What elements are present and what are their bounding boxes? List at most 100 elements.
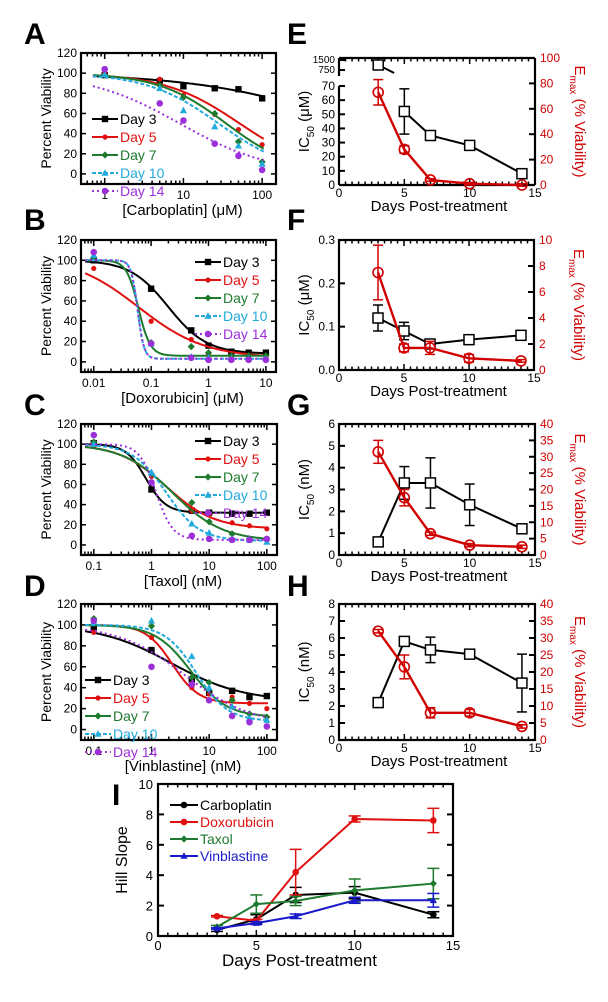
marker-bg <box>399 477 410 488</box>
y-tick-label: 60 <box>64 477 78 491</box>
legend-marker <box>94 748 102 756</box>
data-point <box>430 911 437 919</box>
data-point <box>463 648 476 660</box>
data-point <box>463 499 476 511</box>
y-left-tick-label: 40 <box>322 121 336 135</box>
legend-marker <box>205 277 211 283</box>
data-point <box>245 356 252 364</box>
data-point <box>263 692 271 700</box>
label-part: 50 <box>306 309 317 321</box>
legend-marker <box>204 258 212 266</box>
label-part: (μM) <box>296 274 313 309</box>
data-point <box>372 696 384 709</box>
y-right-tick-label: 15 <box>540 499 554 513</box>
y-left-tick-label: 4 <box>328 665 335 679</box>
y-tick-label: 100 <box>57 437 77 451</box>
data-point <box>258 160 266 167</box>
panel-a: A 1 10 100 0 20 40 60 80 100 120 [Carboplatin] (μM)… <box>24 18 278 219</box>
data-point <box>187 343 195 351</box>
data-point <box>463 539 476 551</box>
label-part: (nM) <box>296 459 313 494</box>
legend-label: Taxol <box>200 831 233 847</box>
data-point <box>234 138 243 146</box>
x-tick-label: 10 <box>462 371 476 385</box>
legend-label: Day 5 <box>223 451 260 467</box>
data-point <box>235 86 242 93</box>
marker-bg <box>399 636 410 647</box>
fit-curve-day-14 <box>92 85 264 162</box>
y-left-tick-label: 5 <box>328 648 335 662</box>
data-point <box>372 536 384 548</box>
y-left-tick-label: 6 <box>328 417 335 431</box>
y-tick-label: 60 <box>64 294 78 308</box>
y-left-tick-label: 4 <box>328 461 335 475</box>
data-point <box>398 105 411 118</box>
x-tick-label: 10 <box>347 938 361 953</box>
data-point <box>246 536 253 544</box>
marker-bg <box>373 60 384 70</box>
data-point <box>516 541 528 553</box>
marker-bg <box>373 313 383 323</box>
y-left-tick-label: 6 <box>328 631 335 645</box>
data-point <box>516 523 528 535</box>
legend-marker <box>204 473 212 481</box>
label-part: (% Viability) <box>571 645 588 728</box>
data-point <box>430 817 437 824</box>
x-tick-label: 10 <box>202 744 216 758</box>
y-tick-label: 6 <box>146 838 153 853</box>
y-right-tick-label: 0 <box>540 548 547 562</box>
y-tick-label: 120 <box>57 46 77 60</box>
panel-letter: B <box>24 204 46 237</box>
y-right-tick-label: 10 <box>539 233 553 247</box>
data-point <box>148 318 154 324</box>
x-tick-label: 0.1 <box>85 559 102 573</box>
label-part: max <box>567 76 578 95</box>
legend-marker <box>94 712 102 720</box>
y-left-tick-label: 3 <box>328 682 335 696</box>
data-point <box>205 529 213 536</box>
x-tick-label: 0 <box>154 938 161 953</box>
data-point <box>211 109 219 118</box>
label-part: 50 <box>306 676 317 688</box>
y-right-tick-label: 30 <box>540 450 554 464</box>
y-left-tick-label: 0.0 <box>318 363 335 377</box>
legend-label: Day 14 <box>223 505 268 521</box>
data-point <box>264 526 270 532</box>
x-tick-label: 0.1 <box>143 376 160 390</box>
y-right-tick-label: 20 <box>540 665 554 679</box>
ic50-line <box>377 64 523 175</box>
fit-curve-day-3 <box>85 260 268 355</box>
legend-label: Day 3 <box>120 111 157 127</box>
fit-curve-day-14 <box>84 628 269 719</box>
data-point <box>228 696 236 704</box>
data-point <box>372 625 385 638</box>
y-right-tick-label: 80 <box>540 76 554 90</box>
data-point <box>147 340 155 347</box>
legend-label: Day 3 <box>113 672 150 688</box>
x-tick-label: 1 <box>205 376 212 390</box>
legend-marker <box>204 312 212 319</box>
y-left-tick-label: 10 <box>322 164 336 178</box>
data-point <box>91 265 97 272</box>
data-point <box>292 897 300 905</box>
marker-bg <box>425 130 436 141</box>
legend-marker <box>102 134 108 140</box>
y-left-tick-label: 750 <box>318 65 335 76</box>
x-tick-label: 100 <box>252 188 272 202</box>
legend-label: Day 5 <box>113 690 150 706</box>
y-axis-label: Percent Viability <box>38 68 54 168</box>
data-point <box>188 652 196 660</box>
data-point <box>90 623 97 631</box>
legend-marker <box>180 835 188 843</box>
data-point <box>90 440 98 447</box>
x-tick-label: 5 <box>401 186 408 200</box>
data-point <box>515 355 527 367</box>
data-point <box>463 177 476 190</box>
legend-marker <box>94 676 102 684</box>
data-point <box>147 622 156 630</box>
legend-label: Doxorubicin <box>200 814 274 830</box>
data-point <box>516 677 528 689</box>
x-axis-label: Days Post-treatment <box>370 383 508 400</box>
data-point <box>188 519 196 527</box>
